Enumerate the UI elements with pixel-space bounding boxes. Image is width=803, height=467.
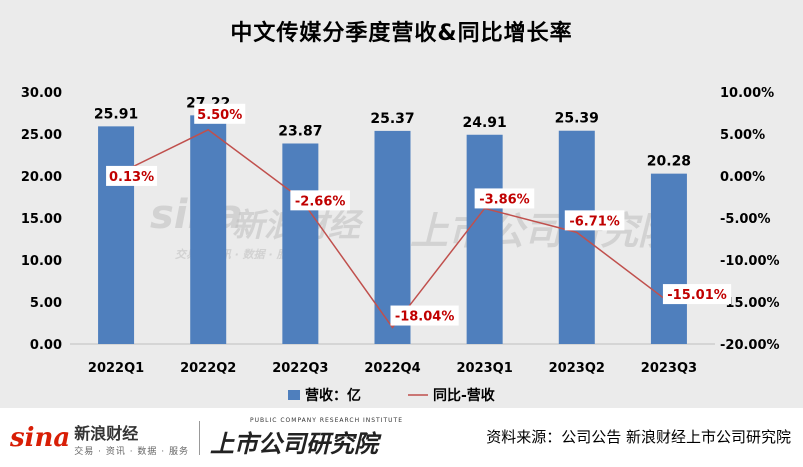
- bar-value-label: 24.91: [462, 115, 506, 131]
- y-right-tick-label: 0.00%: [720, 170, 765, 185]
- brand-name: 新浪财经: [74, 423, 139, 443]
- line-label-box: [474, 188, 535, 209]
- legend-swatch-bar: [288, 390, 300, 400]
- y-right-tick-label: 5.00%: [720, 128, 765, 143]
- chart-svg: 0.00 5.00 10.00 15.00 20.00 25.00 30.00 -20.00%…: [21, 86, 780, 404]
- bar-value-label: 23.87: [278, 123, 322, 139]
- bar-value-label: 25.91: [94, 106, 138, 122]
- y-left-tick-label: 30.00: [21, 86, 62, 101]
- line-label-box: [564, 210, 625, 231]
- y-left-tick-label: 5.00: [30, 296, 62, 311]
- legend-label-bar: 营收：亿: [305, 387, 361, 404]
- y-right-tick-label: -5.00%: [720, 212, 771, 227]
- bar-revenue: [98, 126, 135, 344]
- line-label-box: [194, 103, 246, 124]
- brand-divider: [199, 421, 201, 455]
- line-value-label: -2.66%: [295, 194, 346, 209]
- bar-revenue: [466, 134, 503, 344]
- bar-revenue: [558, 130, 595, 344]
- y-left-tick-label: 10.00: [21, 254, 62, 269]
- brand-logo: sina 新浪财经 交易 · 资讯 · 数据 · 服务 PUBLIC COMPA…: [10, 417, 403, 459]
- line-value-label: -6.71%: [569, 214, 620, 229]
- bar-value-label: 25.37: [370, 111, 414, 127]
- institute-en-name: PUBLIC COMPANY RESEARCH INSTITUTE: [250, 417, 403, 424]
- x-tick-label: 2022Q1: [88, 361, 144, 376]
- line-label-box: [390, 305, 459, 326]
- y-right-tick-label: 10.00%: [720, 86, 774, 101]
- line-value-label: -15.01%: [667, 288, 727, 303]
- brand-text: 新浪财经 交易 · 资讯 · 数据 · 服务: [74, 420, 189, 457]
- line-value-label: -3.86%: [479, 192, 530, 207]
- line-label-box: [662, 284, 732, 305]
- bar-value-label: 25.39: [555, 111, 599, 127]
- y-right-tick-label: -15.00%: [720, 296, 780, 311]
- line-label-box: [290, 190, 350, 211]
- footer: sina 新浪财经 交易 · 资讯 · 数据 · 服务 PUBLIC COMPA…: [0, 408, 803, 467]
- legend-label-line: 同比-营收: [433, 387, 496, 404]
- bar-revenue: [650, 173, 687, 344]
- sina-logo: sina: [10, 423, 71, 453]
- institute-cn-name: 上市公司研究院: [210, 430, 379, 458]
- line-value-label: 0.13%: [109, 170, 154, 185]
- x-tick-label: 2022Q4: [364, 361, 420, 376]
- x-tick-label: 2023Q3: [641, 361, 697, 376]
- bar-revenue: [190, 115, 227, 345]
- line-value-label: 5.50%: [197, 108, 242, 123]
- y-left-tick-label: 15.00: [21, 212, 62, 227]
- source-note: 资料来源：公司公告 新浪财经上市公司研究院: [486, 428, 791, 446]
- y-left-tick-label: 0.00: [30, 338, 62, 353]
- brand-subtitle: 交易 · 资讯 · 数据 · 服务: [74, 446, 190, 457]
- series-line-yoy: [115, 128, 670, 329]
- y-left-tick-label: 20.00: [21, 170, 62, 185]
- x-tick-label: 2022Q2: [180, 361, 236, 376]
- x-tick-label: 2023Q1: [457, 361, 513, 376]
- y-left-tick-label: 25.00: [21, 128, 62, 143]
- x-tick-label: 2022Q3: [272, 361, 328, 376]
- y-right-tick-label: -20.00%: [720, 338, 780, 353]
- y-right-tick-label: -10.00%: [720, 254, 780, 269]
- chart-title: 中文传媒分季度营收&同比增长率: [230, 21, 573, 46]
- bar-value-label: 20.28: [647, 154, 691, 170]
- line-label-box: [106, 165, 158, 186]
- x-tick-label: 2023Q2: [549, 361, 605, 376]
- line-value-label: -18.04%: [395, 310, 455, 325]
- institute-logo: PUBLIC COMPANY RESEARCH INSTITUTE 上市公司研究…: [210, 417, 403, 459]
- bar-revenue: [282, 143, 319, 344]
